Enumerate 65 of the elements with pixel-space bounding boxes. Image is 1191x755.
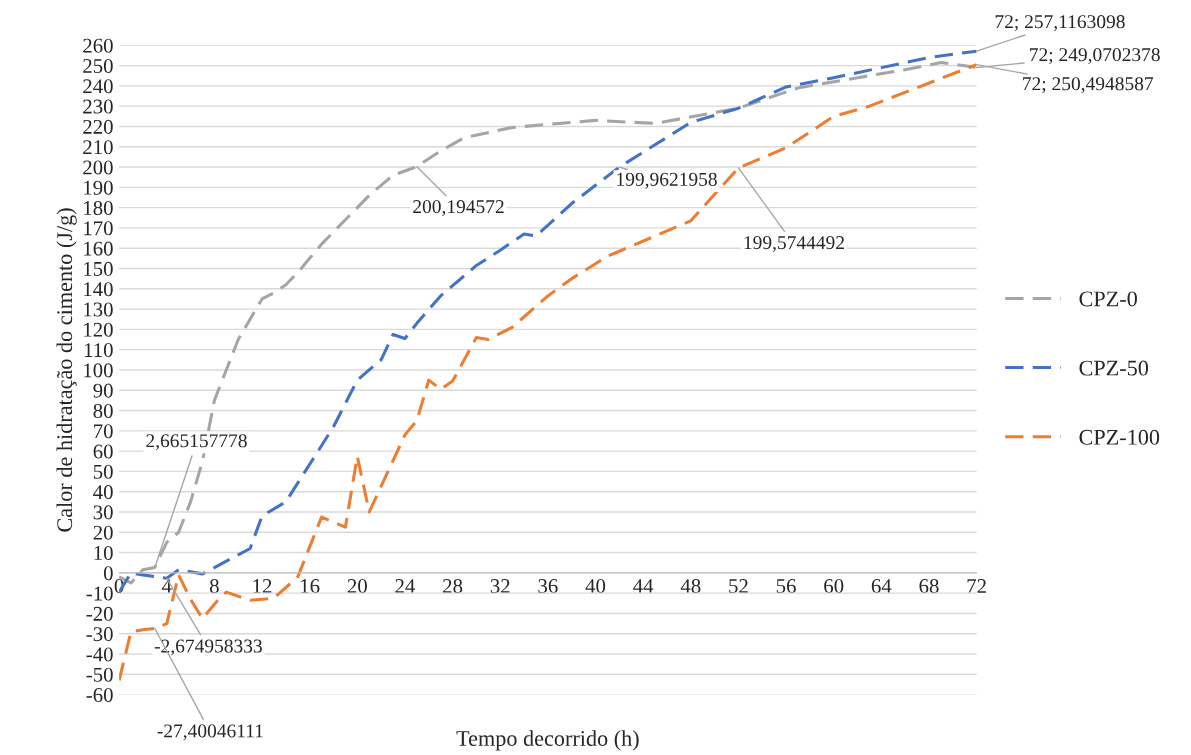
y-tick-label: 100 (84, 363, 113, 378)
annotation: 72; 250,4948587 (1023, 77, 1154, 94)
annotation: 199,9621958 (617, 172, 717, 189)
y-tick-label: 10 (94, 545, 113, 560)
y-axis-title: Calor de hidratação do cimento (J/g) (56, 208, 77, 532)
x-tick-label: 16 (301, 579, 320, 594)
y-tick-label: 140 (84, 282, 113, 297)
x-tick-label: 28 (443, 579, 463, 594)
y-tick-label: 80 (93, 403, 113, 418)
y-tick-label: 70 (94, 424, 113, 439)
x-tick-label: 40 (585, 579, 606, 594)
annotation: -2,674958333 (154, 639, 262, 656)
x-tick-label: 8 (209, 579, 219, 594)
annotation: 72; 249,0702378 (1030, 48, 1160, 65)
y-tick-label: 250 (83, 58, 113, 74)
annotation: 72; 257,1163098 (995, 15, 1125, 32)
y-tick-label: 130 (84, 302, 113, 317)
x-tick-label: 56 (776, 579, 796, 594)
legend-label: CPZ-50 (1079, 360, 1149, 376)
y-tick-label: -50 (86, 667, 113, 682)
y-tick-label: 40 (93, 485, 113, 500)
x-tick-label: 32 (490, 579, 510, 594)
x-tick-label: 68 (919, 579, 939, 594)
y-tick-label: 160 (84, 241, 113, 256)
y-tick-label: 220 (83, 119, 113, 134)
y-tick-label: 0 (103, 566, 113, 581)
x-tick-label: 12 (253, 579, 272, 593)
y-tick-label: -60 (86, 687, 113, 703)
x-tick-label: 4 (161, 579, 172, 593)
y-tick-label: -10 (86, 586, 113, 601)
x-tick-label: 64 (871, 579, 892, 594)
y-tick-label: 190 (84, 180, 113, 195)
annotation: 2,665157778 (146, 434, 247, 451)
y-tick-label: 260 (83, 38, 113, 53)
y-tick-label: 50 (93, 464, 113, 479)
annotation: 199,5744492 (744, 236, 844, 252)
annotation: -27,40046111 (157, 724, 263, 741)
y-tick-label: 120 (84, 322, 113, 337)
x-tick-label: 48 (680, 579, 701, 594)
y-tick-label: -20 (86, 606, 113, 621)
y-tick-label: 210 (83, 140, 113, 155)
annotation: 200,194572 (413, 200, 504, 216)
x-tick-label: 44 (633, 579, 654, 593)
legend-label: CPZ-0 (1079, 291, 1137, 307)
y-tick-label: 20 (93, 525, 113, 540)
y-tick-label: 240 (83, 79, 113, 94)
x-tick-label: 72 (967, 579, 986, 593)
y-tick-label: 30 (93, 505, 113, 520)
y-tick-label: 230 (83, 99, 113, 114)
y-tick-label: 60 (93, 444, 113, 459)
y-tick-label: 90 (93, 383, 113, 398)
legend-label: CPZ-100 (1079, 429, 1160, 445)
y-tick-label: 180 (84, 201, 113, 216)
y-tick-label: 110 (84, 343, 113, 358)
x-tick-label: 20 (347, 579, 367, 594)
y-tick-label: -40 (86, 647, 113, 662)
x-tick-label: 36 (538, 579, 558, 594)
x-tick-label: 60 (824, 579, 844, 594)
x-tick-label: 24 (395, 579, 416, 593)
y-tick-label: 200 (83, 160, 113, 175)
x-axis-title: Tempo decorrido (h) (456, 730, 639, 751)
y-tick-label: -30 (86, 627, 113, 642)
x-tick-label: 52 (729, 579, 748, 594)
y-tick-label: 150 (84, 261, 113, 276)
y-tick-label: 170 (84, 221, 113, 236)
